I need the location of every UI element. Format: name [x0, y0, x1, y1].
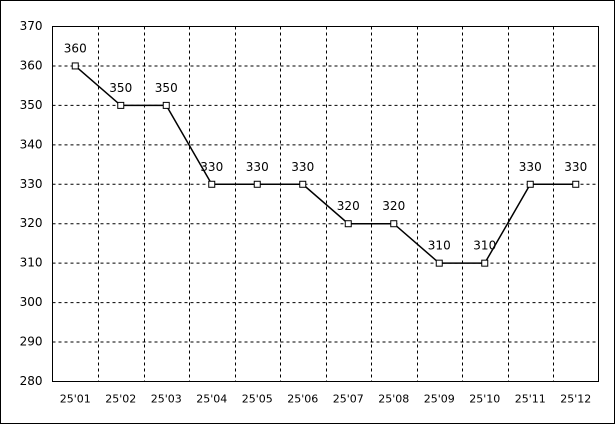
- data-point: [526, 180, 534, 188]
- y-tick-label: 360: [20, 58, 43, 72]
- data-point: [208, 180, 216, 188]
- y-tick-label: 320: [20, 216, 43, 230]
- x-tick-label: 25'07: [333, 393, 364, 406]
- y-tick-label: 340: [20, 137, 43, 151]
- data-point: [572, 180, 580, 188]
- y-tick-label: 350: [20, 98, 43, 112]
- data-label: 320: [382, 199, 405, 213]
- data-point: [344, 220, 352, 228]
- x-tick-label: 25'12: [560, 393, 591, 406]
- data-label: 350: [155, 81, 178, 95]
- data-point: [481, 259, 489, 267]
- data-label: 330: [564, 160, 587, 174]
- x-tick-label: 25'09: [424, 393, 455, 406]
- data-label: 350: [109, 81, 132, 95]
- y-tick-label: 310: [20, 256, 43, 270]
- data-label: 330: [519, 160, 542, 174]
- data-label: 360: [64, 41, 87, 55]
- data-point: [71, 62, 79, 70]
- x-tick-label: 25'01: [60, 393, 91, 406]
- x-tick-label: 25'05: [242, 393, 273, 406]
- y-tick-label: 280: [20, 374, 43, 388]
- data-point: [390, 220, 398, 228]
- data-point: [435, 259, 443, 267]
- y-tick-label: 300: [20, 295, 43, 309]
- data-point: [299, 180, 307, 188]
- x-tick-label: 25'03: [151, 393, 182, 406]
- data-label: 330: [200, 160, 223, 174]
- x-tick-label: 25'06: [287, 393, 318, 406]
- x-tick-label: 25'02: [105, 393, 136, 406]
- data-label: 310: [428, 239, 451, 253]
- data-point: [162, 101, 170, 109]
- data-line: [74, 65, 576, 264]
- x-tick-label: 25'04: [196, 393, 227, 406]
- y-tick-label: 370: [20, 19, 43, 33]
- x-tick-label: 25'10: [469, 393, 500, 406]
- x-tick-label: 25'11: [515, 393, 546, 406]
- data-label: 320: [337, 199, 360, 213]
- plot-area: [52, 26, 599, 382]
- data-label: 330: [291, 160, 314, 174]
- data-point: [117, 101, 125, 109]
- data-label: 330: [246, 160, 269, 174]
- data-label: 310: [473, 239, 496, 253]
- x-tick-label: 25'08: [378, 393, 409, 406]
- y-tick-label: 330: [20, 177, 43, 191]
- data-point: [253, 180, 261, 188]
- y-tick-label: 290: [20, 335, 43, 349]
